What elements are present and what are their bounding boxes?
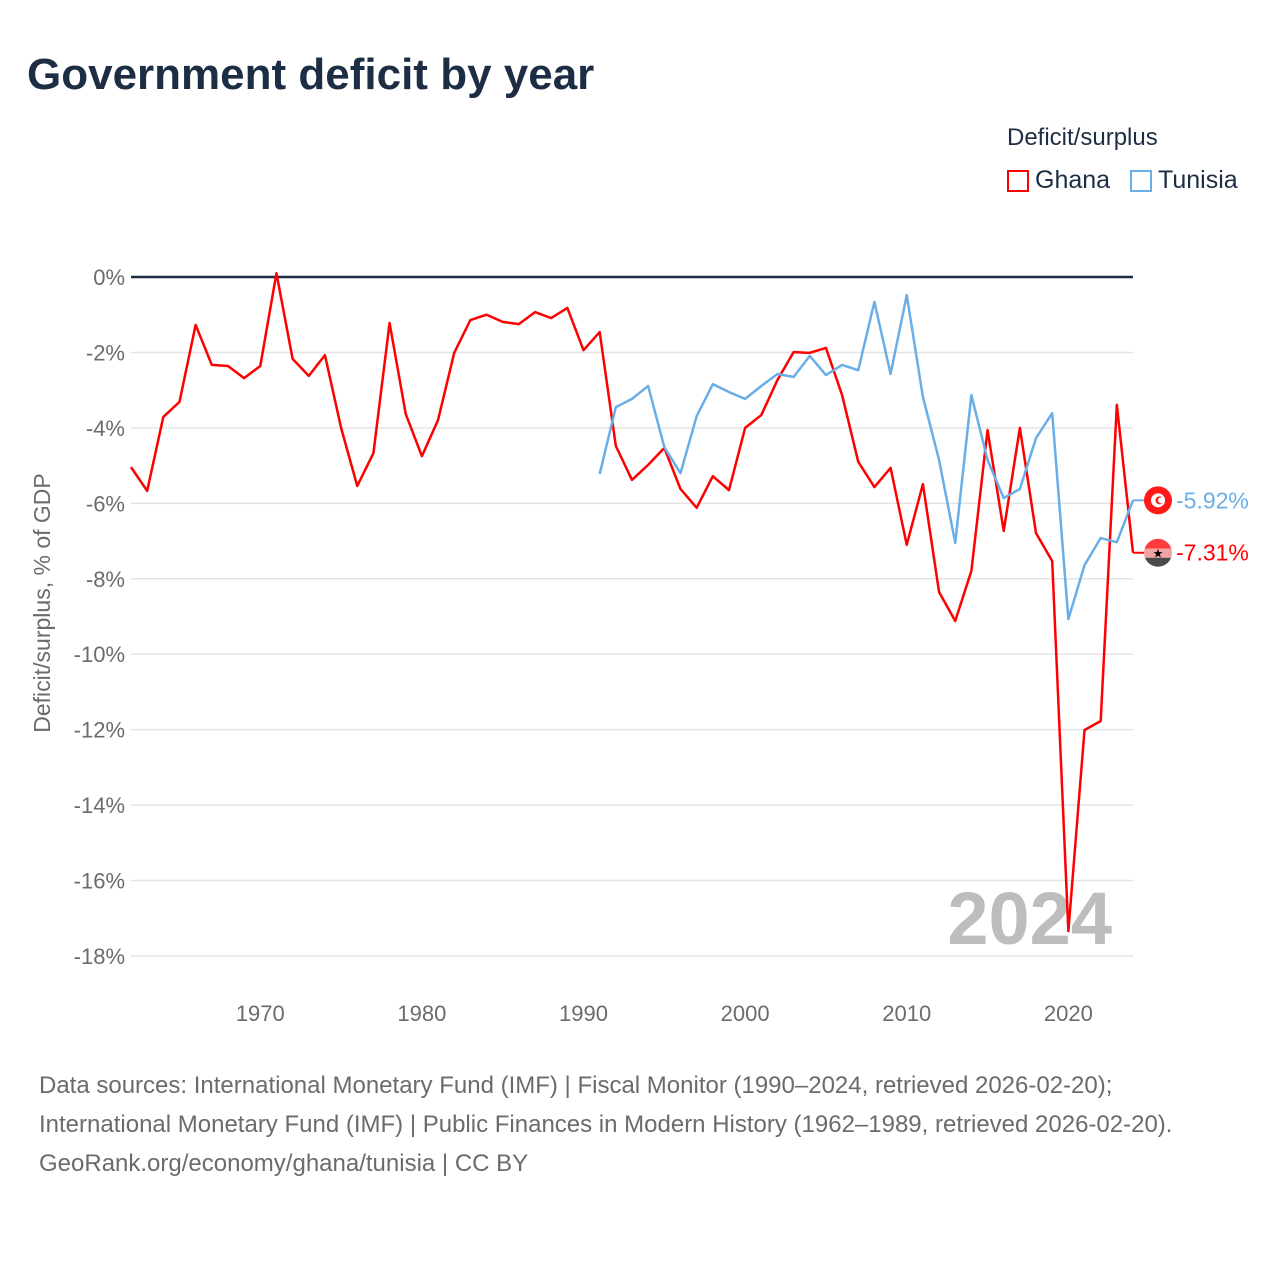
legend-item-tunisia[interactable]: Tunisia xyxy=(1130,166,1238,195)
y-tick-label: -14% xyxy=(74,793,125,818)
legend-item-ghana[interactable]: Ghana xyxy=(1007,166,1110,195)
y-tick-label: -2% xyxy=(86,340,125,365)
legend-title: Deficit/surplus xyxy=(1007,124,1158,151)
footer: Data sources: International Monetary Fun… xyxy=(39,1066,1239,1183)
y-tick-label: -10% xyxy=(74,642,125,667)
flag-icon-ghana: ★ xyxy=(1144,538,1172,567)
y-tick-label: -4% xyxy=(86,416,125,441)
data-sources: Data sources: International Monetary Fun… xyxy=(39,1072,1173,1138)
x-tick-label: 1970 xyxy=(236,1001,285,1026)
y-tick-label: -18% xyxy=(74,944,125,969)
series-line-tunisia xyxy=(598,293,1135,621)
end-value-label-tunisia: -5.92% xyxy=(1176,487,1249,513)
y-tick-label: -16% xyxy=(74,869,125,894)
x-tick-label: 2000 xyxy=(721,1001,770,1026)
svg-text:★: ★ xyxy=(1153,547,1164,561)
x-tick-label: 2020 xyxy=(1044,1001,1093,1026)
y-tick-label: -6% xyxy=(86,491,125,516)
x-tick-label: 1990 xyxy=(559,1001,608,1026)
page-title: Government deficit by year xyxy=(27,50,595,99)
x-tick-label: 2010 xyxy=(882,1001,931,1026)
credit-link[interactable]: GeoRank.org/economy/ghana/tunisia | CC B… xyxy=(39,1150,529,1177)
legend-label: Ghana xyxy=(1035,166,1111,194)
legend-swatch-tunisia xyxy=(1130,169,1152,192)
y-tick-label: -8% xyxy=(86,567,125,592)
line-chart: 0% -2% -4% -6% -8% -10% -12% -14% -16% -18% 1970 19… xyxy=(29,265,1249,1026)
legend-swatch-ghana xyxy=(1007,169,1029,192)
legend-label: Tunisia xyxy=(1158,166,1238,194)
flag-icon-tunisia xyxy=(1144,486,1172,515)
series-line-ghana xyxy=(129,271,1135,933)
x-tick-label: 1980 xyxy=(397,1001,446,1026)
y-axis-title: Deficit/surplus, % of GDP xyxy=(29,473,55,732)
end-value-label-ghana: -7.31% xyxy=(1176,540,1249,566)
year-watermark: 2024 xyxy=(947,877,1112,960)
y-tick-label: -12% xyxy=(74,718,125,743)
y-tick-label: 0% xyxy=(93,265,125,290)
